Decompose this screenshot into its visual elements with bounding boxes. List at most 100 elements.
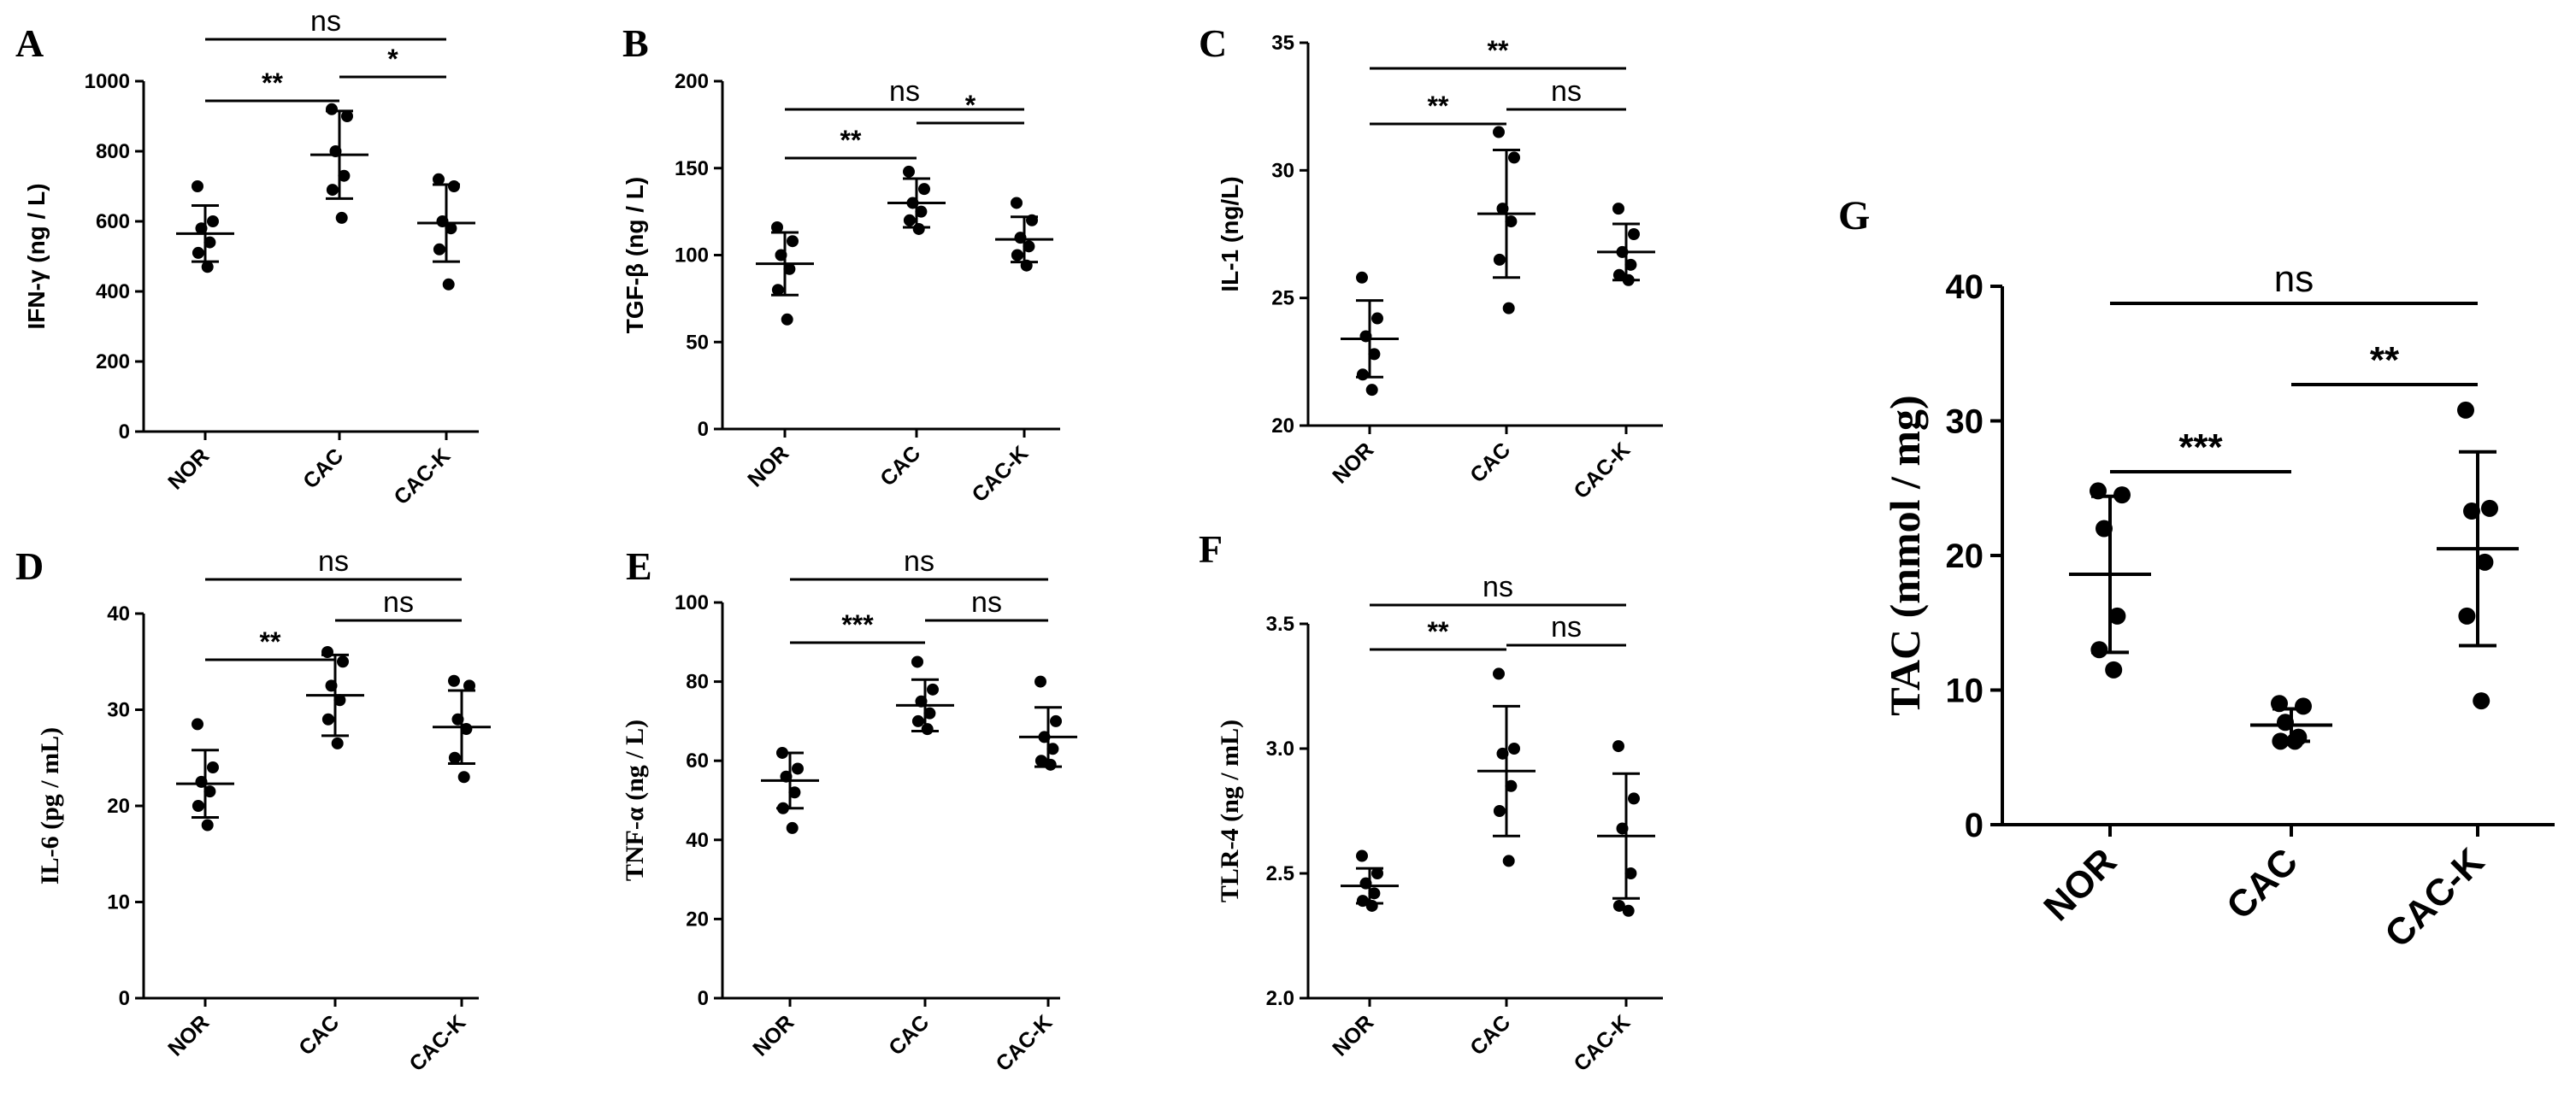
- panel-a-xtick-label-cac: CAC: [298, 444, 348, 493]
- panel-a-xtick-label-nor: NOR: [163, 444, 214, 494]
- panel-b-ytick-label: 0: [698, 418, 709, 441]
- panel-d-point: [331, 737, 344, 749]
- panel-c-xtick-label-nor: NOR: [1328, 438, 1378, 488]
- panel-a-sig-label: ns: [310, 5, 341, 38]
- panel-e-point: [792, 762, 804, 775]
- panel-a-point: [341, 110, 353, 122]
- panel-d-xtick-label-cac-k: CAC-K: [404, 1010, 470, 1076]
- panel-e: E 0 20 40 60 80 100 TNF-α (ng / L) NOR CAC CAC-K ns…: [621, 544, 1077, 1076]
- panel-d-point: [201, 819, 214, 832]
- panel-e-point: [927, 683, 939, 696]
- panel-f-label: F: [1199, 527, 1223, 571]
- panel-g-sig-label: **: [2370, 339, 2400, 381]
- panel-b-ytick-label: 200: [675, 70, 709, 93]
- panel-g-point: [2108, 607, 2126, 625]
- panel-g-point: [2473, 692, 2491, 710]
- panel-a-point: [192, 180, 203, 192]
- panel-f-ytick-label: 3.5: [1266, 613, 1294, 636]
- panel-c-point: [1508, 151, 1520, 164]
- panel-e-point: [786, 821, 799, 834]
- panel-d-sig-label: ns: [383, 586, 414, 619]
- panel-b-point: [903, 165, 915, 178]
- panel-d-point: [337, 655, 349, 668]
- panel-e-ytick-label: 20: [686, 908, 709, 931]
- panel-g-point: [2481, 499, 2498, 517]
- panel-d-point: [203, 785, 216, 798]
- panel-b-xtick-label-cac-k: CAC-K: [967, 441, 1033, 507]
- panel-g-ytick-label: 20: [1946, 538, 1984, 575]
- panel-e-ytick-label: 100: [675, 591, 709, 614]
- panel-a-ytick-label: 800: [96, 140, 130, 163]
- panel-c-point: [1612, 203, 1624, 215]
- panel-d-point: [192, 800, 204, 812]
- panel-f-point: [1508, 743, 1520, 755]
- panel-c-point: [1624, 258, 1637, 271]
- panel-c-xtick-label-cac-k: CAC-K: [1569, 438, 1635, 503]
- panel-f-ytick-label: 3.0: [1266, 738, 1294, 761]
- panel-e-sig-label: ns: [971, 586, 1002, 619]
- panel-a-point: [203, 236, 216, 249]
- panel-e-point: [911, 655, 923, 668]
- panel-e-xtick-label-cac-k: CAC-K: [991, 1010, 1057, 1076]
- panel-c-point: [1356, 368, 1369, 381]
- panel-g-label: G: [1838, 193, 1870, 238]
- panel-e-ytick-label: 60: [686, 749, 709, 773]
- panel-e-ylabel: TNF-α (ng / L): [621, 720, 649, 881]
- panel-g-sig-label: ***: [2178, 426, 2223, 468]
- panel-f-ytick-label: 2.5: [1266, 862, 1294, 885]
- panel-c-sig-label: **: [1428, 91, 1449, 121]
- panel-c-ytick-label: 25: [1271, 287, 1294, 310]
- panel-c-point: [1493, 253, 1506, 266]
- panel-g-point: [2090, 641, 2108, 659]
- panel-b: B 0 50 100 150 200 TGF-β (ng / L) NOR CAC CAC-K ns…: [622, 21, 1060, 507]
- panel-f-point: [1368, 887, 1381, 900]
- panel-e-point: [1035, 675, 1046, 688]
- panel-d-point: [321, 646, 333, 658]
- panel-g-ytick-label: 0: [1965, 807, 1984, 844]
- panel-g-point: [2476, 553, 2494, 571]
- panel-c-point: [1356, 271, 1368, 284]
- panel-f-point: [1505, 779, 1518, 792]
- panel-g-sig-label: ns: [2274, 258, 2314, 300]
- panel-f-point: [1365, 899, 1378, 912]
- panel-c-xtick-label-cac: CAC: [1465, 438, 1515, 487]
- panel-f-xtick-label-nor: NOR: [1328, 1010, 1378, 1061]
- panel-e-ytick-label: 0: [698, 987, 709, 1010]
- panel-b-sig-label: **: [840, 125, 862, 156]
- panel-a-ytick-label: 400: [96, 280, 130, 303]
- panel-b-sig-label: ns: [889, 75, 920, 108]
- panel-b-ytick-label: 50: [686, 331, 709, 354]
- panel-g-point: [2457, 401, 2474, 419]
- panel-g-point: [2295, 697, 2312, 715]
- panel-f-sig-label: **: [1428, 616, 1449, 647]
- panel-e-point: [911, 714, 924, 727]
- panel-d-point: [192, 718, 203, 731]
- panel-d-ytick-label: 30: [107, 699, 130, 722]
- panel-a-label: A: [15, 21, 44, 65]
- panel-c-ytick-label: 35: [1271, 32, 1294, 55]
- panel-c-ylabel: IL-1 (ng/L): [1217, 176, 1243, 291]
- panel-a-point: [201, 261, 214, 273]
- panel-c-ytick-label: 30: [1271, 159, 1294, 182]
- panel-f-point: [1622, 904, 1635, 917]
- panel-a-point: [433, 173, 445, 185]
- panel-c: C 20 25 30 35 IL-1 (ng/L) NOR CAC CAC-K ** ** ns: [1199, 21, 1663, 503]
- panel-f: F 2.0 2.5 3.0 3.5 TLR-4 (ng / mL) NOR CAC CAC-K n…: [1199, 527, 1663, 1076]
- panel-b-xtick-label-nor: NOR: [743, 441, 793, 491]
- panel-b-label: B: [622, 21, 649, 65]
- panel-a-point: [192, 246, 204, 259]
- panel-c-ytick-label: 20: [1271, 414, 1294, 438]
- panel-a-point: [335, 211, 348, 224]
- panel-f-ytick-label: 2.0: [1266, 987, 1294, 1010]
- panel-a-point: [326, 103, 338, 115]
- panel-c-point: [1502, 302, 1515, 314]
- panel-b-point: [787, 235, 799, 248]
- panel-e-sig-label: ***: [841, 609, 874, 640]
- panel-e-point: [923, 707, 936, 720]
- panel-a-point: [433, 243, 445, 256]
- panel-d-xtick-label-nor: NOR: [163, 1010, 214, 1061]
- panel-d-point: [448, 751, 461, 764]
- panel-c-point: [1365, 384, 1378, 397]
- panel-a-ytick-label: 1000: [85, 70, 130, 93]
